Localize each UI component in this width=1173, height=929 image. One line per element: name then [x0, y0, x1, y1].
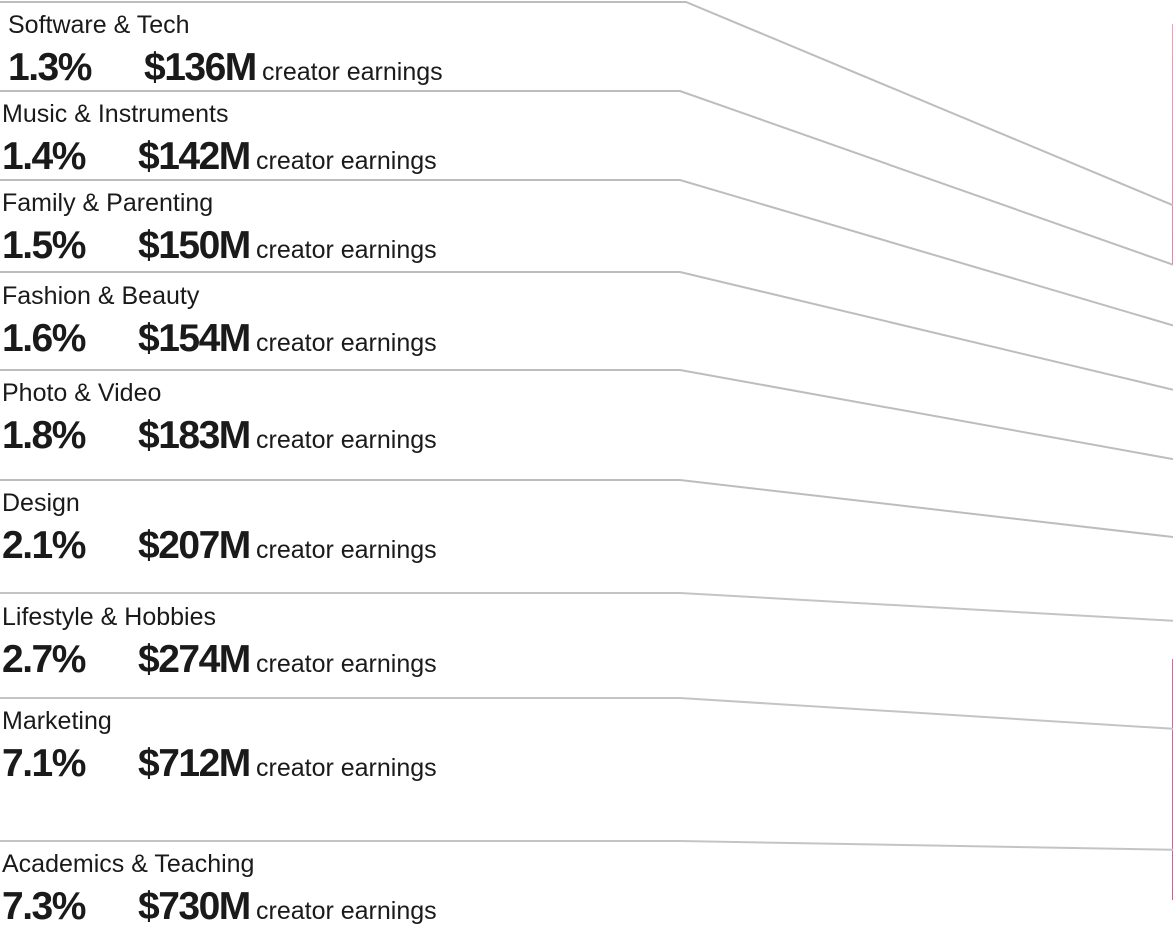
- earnings-suffix: creator earnings: [256, 147, 437, 175]
- label-academics-and-teaching: Academics & Teaching 7.3% $730M creator ear…: [2, 850, 437, 928]
- leader-lines: [0, 1, 1173, 851]
- category-name: Family & Parenting: [2, 189, 213, 217]
- earnings-value: $154M: [138, 317, 250, 360]
- percent-label: 2.1%: [2, 524, 86, 567]
- label-music-and-instruments: Music & Instruments 1.4% $142M creator earn…: [2, 100, 437, 178]
- category-name: Academics & Teaching: [2, 850, 254, 878]
- label-software-and-tech: Software & Tech 1.3% $136M creator earnings: [8, 11, 443, 89]
- percent-label: 1.3%: [8, 46, 92, 89]
- earnings-value: $142M: [138, 135, 250, 178]
- earnings-suffix: creator earnings: [256, 897, 437, 925]
- earnings-value: $712M: [138, 742, 250, 785]
- earnings-value: $183M: [138, 414, 250, 457]
- percent-label: 2.7%: [2, 638, 86, 681]
- label-design: Design 2.1% $207M creator earnings: [2, 489, 437, 567]
- label-lifestyle-and-hobbies: Lifestyle & Hobbies 2.7% $274M creator earn…: [2, 603, 437, 681]
- leader-line-family-and-parenting: [0, 179, 1173, 327]
- earnings-suffix: creator earnings: [256, 236, 437, 264]
- earnings-suffix: creator earnings: [256, 329, 437, 357]
- earnings-suffix: creator earnings: [256, 650, 437, 678]
- leader-line-lifestyle-and-hobbies: [0, 592, 1173, 622]
- leader-line-marketing: [0, 697, 1173, 730]
- earnings-value: $136M: [144, 46, 256, 89]
- percent-label: 7.1%: [2, 742, 86, 785]
- label-fashion-and-beauty: Fashion & Beauty 1.6% $154M creator earning…: [2, 282, 437, 360]
- category-name: Fashion & Beauty: [2, 282, 200, 310]
- percent-label: 1.4%: [2, 135, 86, 178]
- leader-line-software-and-tech: [0, 1, 1173, 207]
- percent-label: 1.8%: [2, 414, 86, 457]
- leader-line-photo-and-video: [0, 369, 1173, 461]
- leader-line-design: [0, 479, 1173, 539]
- earnings-value: $207M: [138, 524, 250, 567]
- earnings-value: $274M: [138, 638, 250, 681]
- earnings-suffix: creator earnings: [256, 426, 437, 454]
- percent-label: 1.6%: [2, 317, 86, 360]
- category-name: Photo & Video: [2, 379, 161, 407]
- category-name: Lifestyle & Hobbies: [2, 603, 216, 631]
- category-name: Design: [2, 489, 80, 517]
- earnings-suffix: creator earnings: [256, 536, 437, 564]
- earnings-suffix: creator earnings: [256, 754, 437, 782]
- earnings-value: $150M: [138, 224, 250, 267]
- earnings-value: $730M: [138, 885, 250, 928]
- leader-line-fashion-and-beauty: [0, 271, 1173, 391]
- leader-line-academics-and-teaching: [0, 840, 1173, 851]
- percent-label: 1.5%: [2, 224, 86, 267]
- leader-line-music-and-instruments: [0, 90, 1173, 266]
- label-family-and-parenting: Family & Parenting 1.5% $150M creator earni…: [2, 189, 437, 267]
- earnings-suffix: creator earnings: [262, 58, 443, 86]
- category-name: Marketing: [2, 707, 112, 735]
- category-name: Music & Instruments: [2, 100, 228, 128]
- percent-label: 7.3%: [2, 885, 86, 928]
- category-name: Software & Tech: [8, 11, 190, 39]
- label-photo-and-video: Photo & Video 1.8% $183M creator earnings: [2, 379, 437, 457]
- label-marketing: Marketing 7.1% $712M creator earnings: [2, 707, 437, 785]
